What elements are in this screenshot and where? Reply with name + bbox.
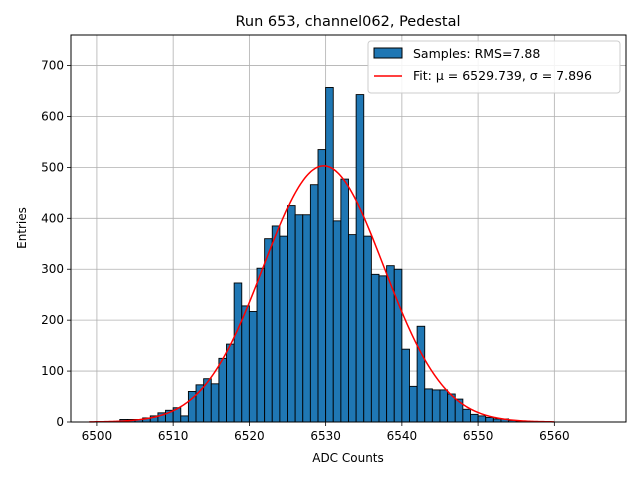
y-axis: 0 100 200 300 400 500 600 700 — [41, 59, 71, 429]
histogram-bar — [416, 325, 426, 423]
chart-title: Run 653, channel062, Pedestal — [235, 14, 460, 30]
y-tick-label: 0 — [56, 415, 64, 429]
y-tick-label: 600 — [41, 109, 64, 123]
plot-frame — [70, 34, 627, 423]
x-tick-label: 6560 — [539, 429, 570, 443]
fit-curve — [89, 165, 555, 423]
histogram-bar — [348, 234, 357, 423]
histogram-bar — [325, 86, 334, 423]
histogram-bar — [226, 343, 235, 423]
histogram-bar — [424, 388, 433, 423]
histogram-bar — [180, 415, 189, 423]
histogram-bar — [393, 268, 403, 423]
histogram-bar — [409, 385, 418, 423]
x-tick-label: 6500 — [82, 429, 113, 443]
legend-box — [367, 40, 621, 94]
histogram-bar — [439, 389, 449, 423]
x-tick-label: 6550 — [463, 429, 494, 443]
histogram-bar — [378, 275, 388, 423]
y-tick-label: 400 — [41, 211, 64, 225]
histogram-bar — [332, 220, 342, 423]
x-axis: 6500 6510 6520 6530 6540 6550 6560 — [82, 422, 570, 443]
histogram-bar — [363, 235, 372, 423]
y-axis-label: Entries — [15, 207, 29, 249]
x-tick-label: 6540 — [387, 429, 418, 443]
histogram-bar — [294, 214, 304, 423]
histogram-bar — [370, 273, 380, 423]
x-tick-label: 6510 — [158, 429, 189, 443]
x-axis-label: ADC Counts — [312, 451, 384, 465]
histogram-bar — [355, 94, 365, 423]
y-tick-label: 500 — [41, 160, 64, 174]
histogram-bar — [317, 149, 327, 423]
histogram-bar — [309, 184, 319, 423]
histogram-bar — [431, 389, 441, 423]
histogram-bar — [264, 238, 273, 423]
histogram-bar — [241, 305, 250, 423]
histogram-bar — [302, 214, 311, 423]
y-tick-label: 700 — [41, 59, 64, 73]
histogram-bar — [233, 282, 243, 423]
histogram-bar — [210, 383, 220, 423]
legend: Samples: RMS=7.88 Fit: μ = 6529.739, σ =… — [367, 40, 621, 94]
histogram-bar — [340, 178, 349, 423]
histogram-bar — [287, 205, 296, 423]
x-tick-label: 6530 — [310, 429, 341, 443]
histogram-bar — [470, 413, 479, 423]
histogram-bar — [271, 225, 281, 423]
histogram-bar — [462, 408, 471, 423]
histogram-bars — [119, 86, 548, 423]
grid — [71, 35, 626, 423]
histogram-bar — [279, 235, 288, 423]
x-tick-label: 6520 — [234, 429, 265, 443]
y-tick-label: 200 — [41, 313, 64, 327]
legend-swatch-samples — [373, 47, 403, 59]
histogram-bar — [256, 267, 266, 423]
histogram-bar — [477, 415, 487, 423]
legend-label-fit: Fit: μ = 6529.739, σ = 7.896 — [413, 68, 592, 83]
histogram-bar — [401, 348, 410, 423]
y-tick-label: 300 — [41, 262, 64, 276]
y-tick-label: 100 — [41, 364, 64, 378]
histogram-bar — [218, 357, 227, 423]
histogram-bar — [248, 311, 258, 423]
legend-label-samples: Samples: RMS=7.88 — [413, 46, 540, 61]
histogram-bar — [485, 416, 494, 423]
